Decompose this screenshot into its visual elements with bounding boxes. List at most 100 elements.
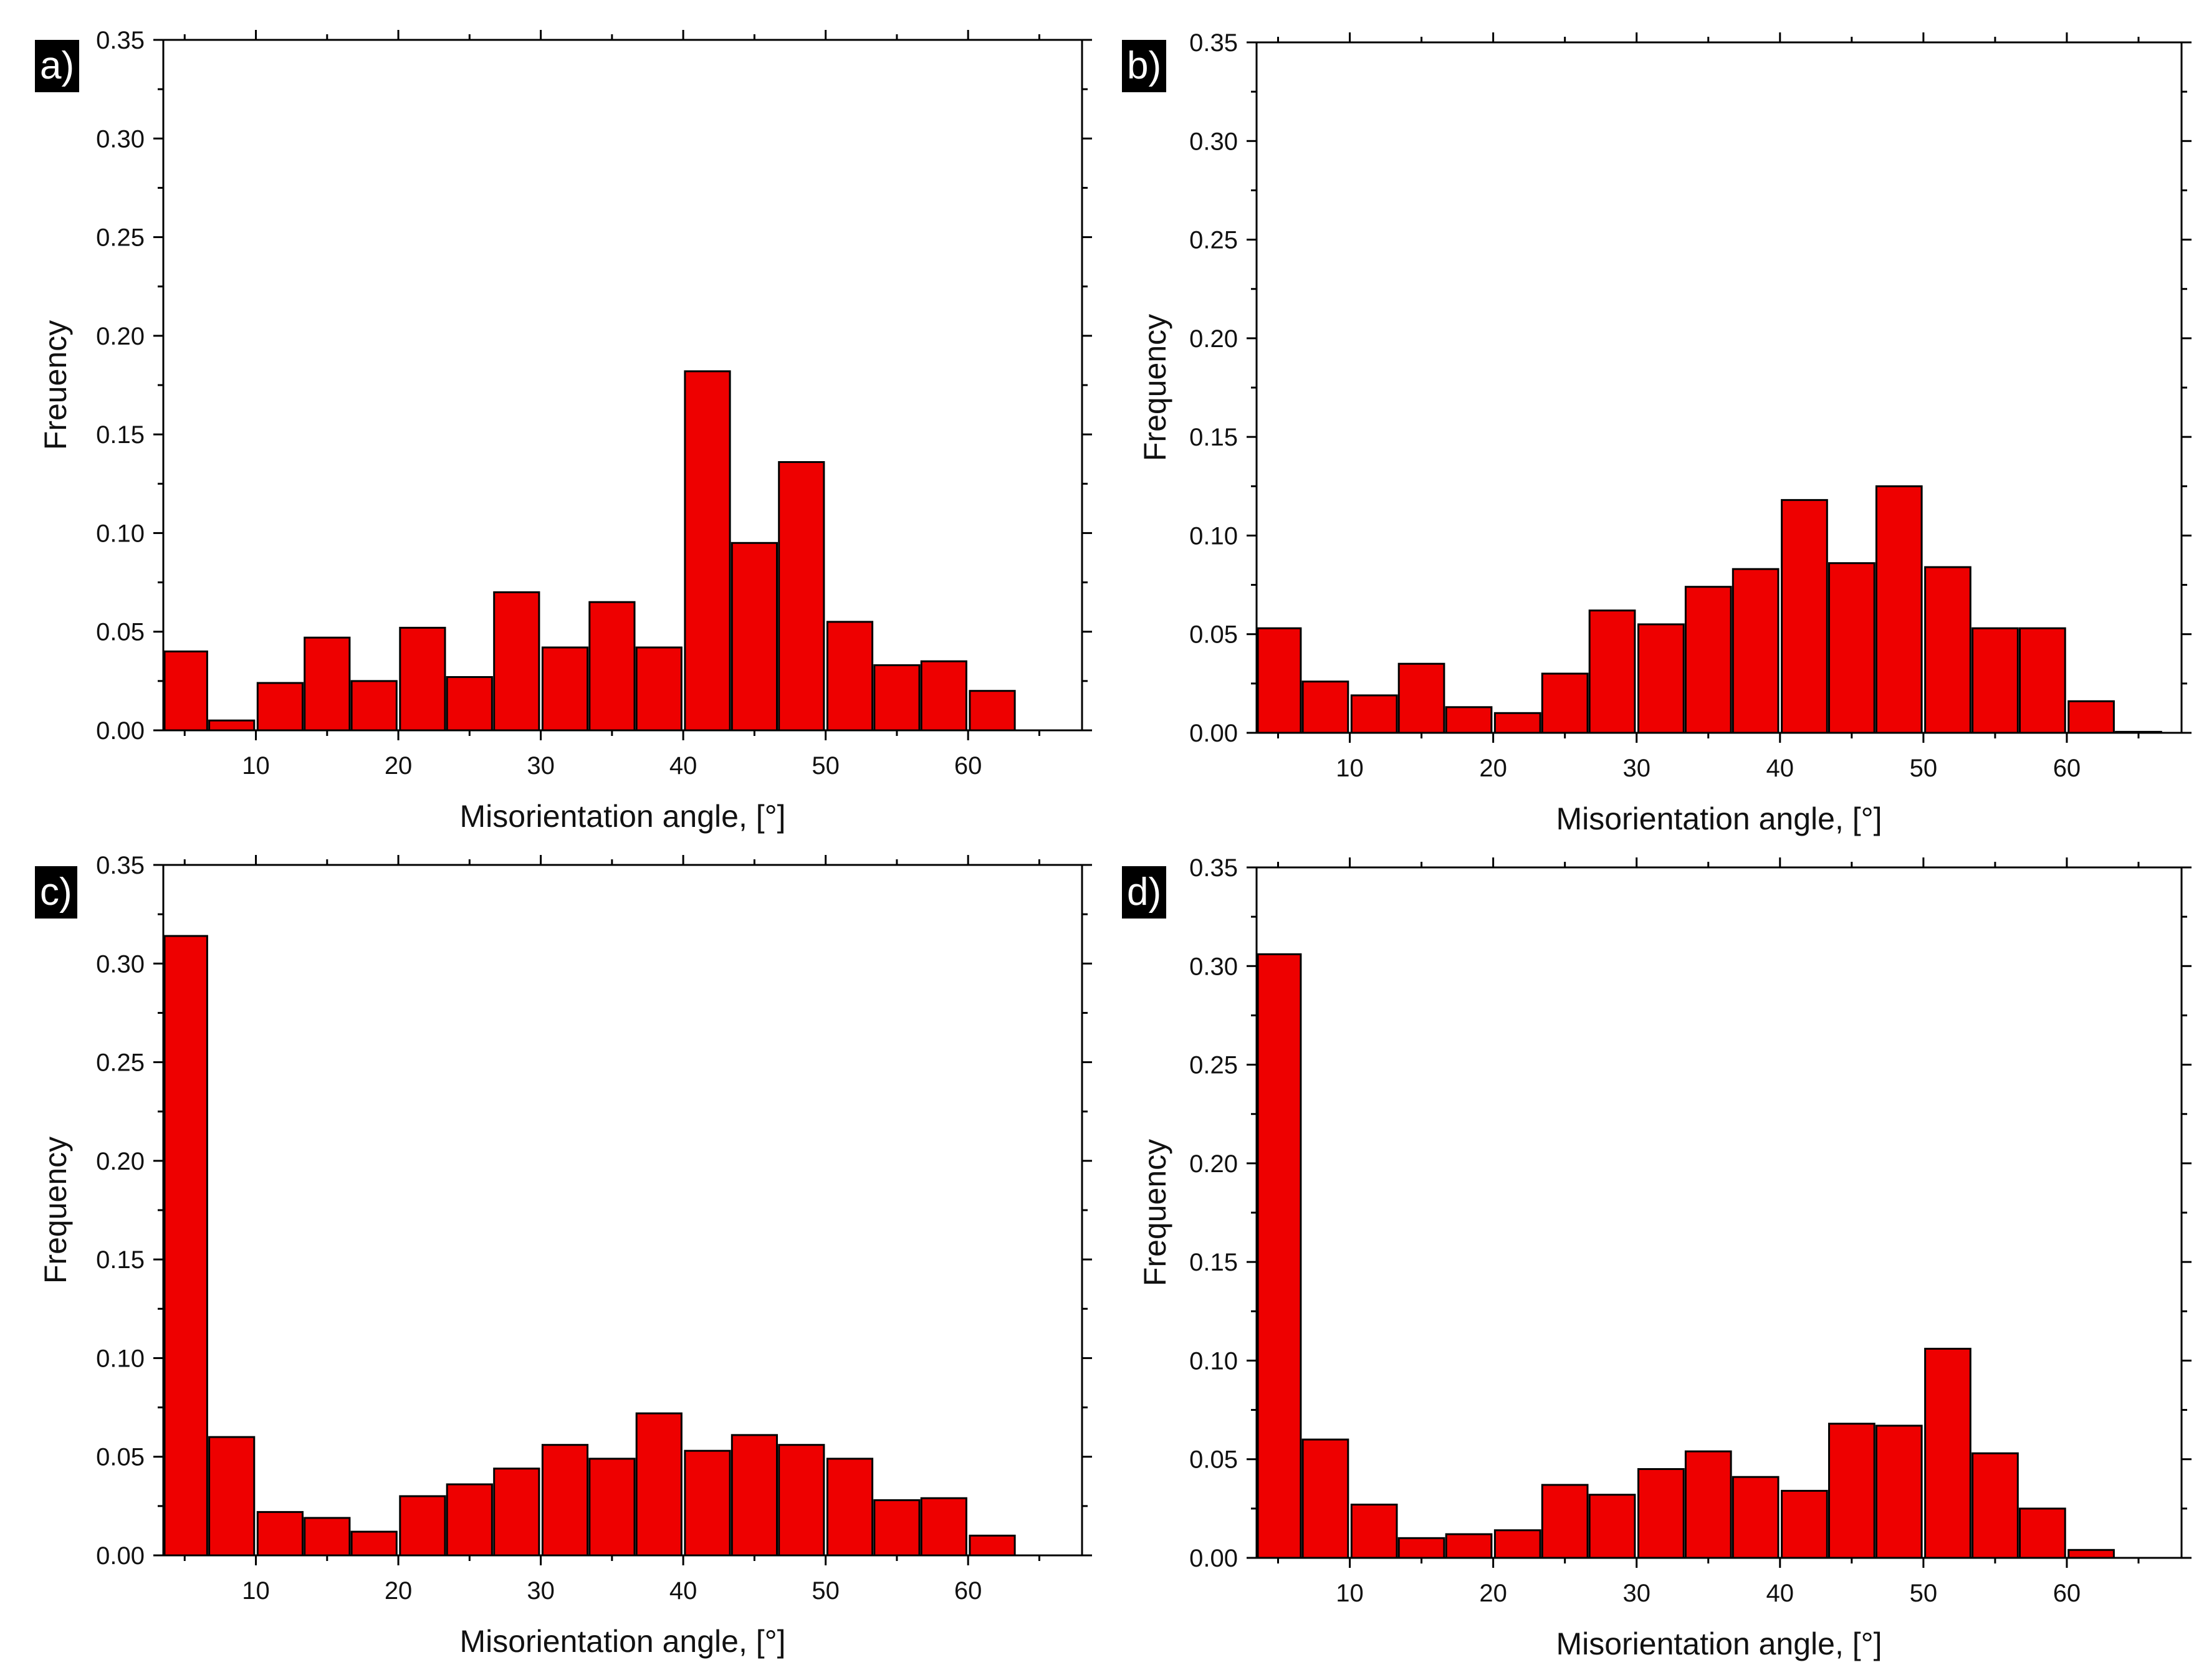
bar-d-3 [1350,1504,1398,1559]
x-axis-title-c: Misorientation angle, [°] [459,1624,785,1659]
bar-b-1 [1257,627,1302,734]
bar-a-7 [446,676,493,732]
bar-d-14 [1875,1425,1923,1559]
y-tick-label-d: 0.10 [1189,1347,1238,1375]
x-tick-label-b: 20 [1479,755,1507,782]
bars-d [1257,953,2115,1559]
y-tick-label-b: 0.00 [1189,720,1238,747]
y-tick-label-d: 0.35 [1189,854,1238,882]
y-tick-label-a: 0.15 [96,421,145,449]
bar-c-10 [588,1458,636,1557]
x-tick-label-c: 30 [527,1577,555,1605]
y-axis-title-d: Frequency [1138,1139,1172,1286]
bar-d-1 [1257,953,1302,1559]
x-tick-label-a: 20 [385,752,413,780]
bar-d-18 [2067,1549,2115,1559]
x-tick-label-d: 40 [1766,1580,1794,1607]
chart-a-svg: 0.00 0.05 0.10 0.15 0.20 0.25 0.30 0.35 10 20 30 40… [38,27,1092,834]
x-tick-label-a: 60 [954,752,982,780]
bar-b-15 [1924,566,1971,734]
bar-d-7 [1541,1484,1589,1559]
bar-a-17 [920,660,967,732]
bar-d-8 [1588,1494,1636,1559]
bar-c-11 [635,1412,683,1557]
x-axis-title-d: Misorientation angle, [°] [1556,1626,1882,1661]
bar-b-6 [1493,712,1541,734]
bar-c-18 [969,1534,1016,1557]
y-tick-label-c: 0.25 [96,1049,145,1077]
x-tick-label-a: 40 [669,752,697,780]
y-tick-label-a: 0.25 [96,224,145,252]
y-tick-label-a: 0.35 [96,27,145,54]
bar-c-2 [208,1436,256,1557]
panel-label-c: c) [35,866,77,919]
bar-d-10 [1684,1450,1732,1559]
x-tick-label-c: 50 [812,1577,840,1605]
bar-b-18 [2067,700,2115,734]
x-tick-label-a: 10 [242,752,270,780]
bar-a-13 [731,542,779,732]
y-axis-title-a: Freuency [38,320,73,450]
y-tick-label-d: 0.20 [1189,1150,1238,1178]
panel-label-d: d) [1122,866,1167,919]
bar-b-4 [1397,662,1445,734]
y-tick-label-d: 0.05 [1189,1446,1238,1474]
y-axis-d: 0.00 0.05 0.10 0.15 0.20 0.25 0.30 0.35 [1189,854,2192,1572]
x-tick-label-a: 50 [812,752,840,780]
bar-b-13 [1828,562,1876,734]
bar-a-2 [208,719,256,732]
bar-a-11 [635,646,683,732]
bar-c-13 [731,1434,779,1557]
y-axis-title-c: Frequency [38,1137,73,1284]
bar-b-3 [1350,694,1398,734]
bars-b [1257,485,2162,734]
x-tick-label-c: 20 [385,1577,413,1605]
y-tick-label-c: 0.05 [96,1444,145,1471]
bar-a-1 [163,650,208,732]
bar-b-17 [2019,627,2066,734]
bar-a-9 [541,646,589,732]
bar-a-4 [304,636,351,732]
y-tick-label-a: 0.10 [96,520,145,547]
bar-c-1 [163,935,208,1557]
y-tick-label-d: 0.30 [1189,953,1238,980]
x-tick-label-b: 40 [1766,755,1794,782]
chart-panel-b: 0.00 0.05 0.10 0.15 0.20 0.25 0.30 0.35 10 20 30 40… [1100,0,2199,840]
x-tick-label-a: 30 [527,752,555,780]
bars-c [163,935,1016,1557]
bar-c-3 [256,1511,304,1557]
bar-d-17 [2019,1507,2066,1559]
bar-a-14 [778,461,825,732]
bar-c-7 [446,1483,493,1557]
bar-d-13 [1828,1423,1876,1559]
y-tick-label-c: 0.35 [96,852,145,879]
bar-c-12 [684,1449,731,1557]
y-tick-label-a: 0.00 [96,717,145,745]
bar-b-12 [1781,499,1828,734]
chart-panel-c: 0.00 0.05 0.10 0.15 0.20 0.25 0.30 0.35 10 20 30 40… [0,840,1100,1680]
x-axis-c: 10 20 30 40 50 60 [183,855,1040,1605]
bar-c-15 [826,1458,874,1557]
x-tick-label-b: 30 [1622,755,1650,782]
bar-b-5 [1445,706,1493,734]
bar-c-16 [873,1499,921,1557]
x-axis-title-a: Misorientation angle, [°] [459,799,785,834]
bar-c-4 [304,1517,351,1557]
x-axis-a: 10 20 30 40 50 60 [183,30,1040,780]
y-tick-label-d: 0.15 [1189,1249,1238,1276]
chart-d-svg: 0.00 0.05 0.10 0.15 0.20 0.25 0.30 0.35 10 20 30 40… [1138,854,2192,1661]
y-tick-label-b: 0.25 [1189,227,1238,254]
y-tick-label-d: 0.25 [1189,1052,1238,1079]
y-axis-title-b: Frequency [1138,314,1172,461]
x-tick-label-d: 10 [1336,1580,1364,1607]
x-tick-label-c: 40 [669,1577,697,1605]
y-tick-label-c: 0.10 [96,1345,145,1372]
y-tick-label-a: 0.20 [96,323,145,350]
bar-d-16 [1971,1452,2019,1559]
y-tick-label-b: 0.35 [1189,29,1238,57]
bar-a-3 [256,682,304,732]
x-tick-label-d: 50 [1910,1580,1938,1607]
bar-b-9 [1637,623,1685,734]
bar-c-17 [920,1497,967,1557]
x-axis-d: 10 20 30 40 50 60 [1277,857,2140,1607]
